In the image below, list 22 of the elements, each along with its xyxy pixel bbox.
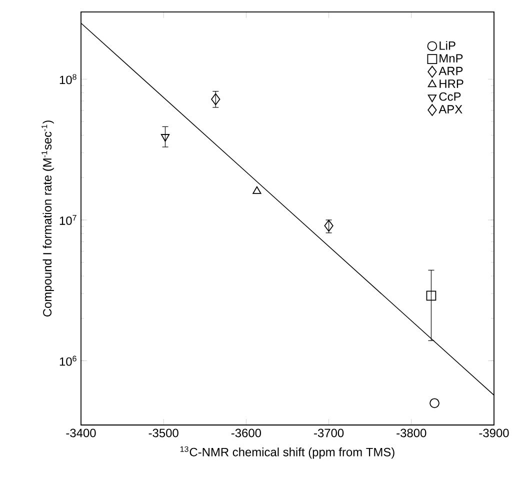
x-tick-label: -3400 bbox=[66, 428, 96, 438]
legend-label: CcP bbox=[439, 92, 461, 101]
x-tick-label: -3500 bbox=[148, 428, 178, 438]
x-axis-title: $^{13}$C-NMR chemical shift (ppm from TMS) bbox=[180, 446, 394, 459]
legend-label: APX bbox=[438, 105, 462, 114]
y-tick-label: 10$^{7}$ bbox=[60, 215, 76, 225]
point bbox=[160, 134, 170, 142]
point bbox=[252, 186, 262, 194]
legend-label: MnP bbox=[440, 54, 463, 62]
point bbox=[426, 290, 436, 301]
legend-label: HRP bbox=[440, 80, 464, 88]
point bbox=[211, 93, 220, 106]
y-axis-title: Compound I formation rate (M$^{-1}$sec$^{-1}$) bbox=[42, 120, 54, 316]
x-tick-label: -3800 bbox=[396, 428, 426, 438]
y-tick-label: 10$^{6}$ bbox=[60, 356, 76, 366]
point bbox=[430, 398, 440, 408]
x-tick-label: -3900 bbox=[479, 428, 509, 438]
x-tick-label: -3600 bbox=[231, 428, 262, 438]
x-tick-label: -3700 bbox=[314, 428, 344, 438]
y-tick-label: 10$^{8}$ bbox=[60, 74, 76, 84]
legend-label: LiP bbox=[440, 41, 456, 50]
legend-label: ARP bbox=[438, 66, 463, 76]
